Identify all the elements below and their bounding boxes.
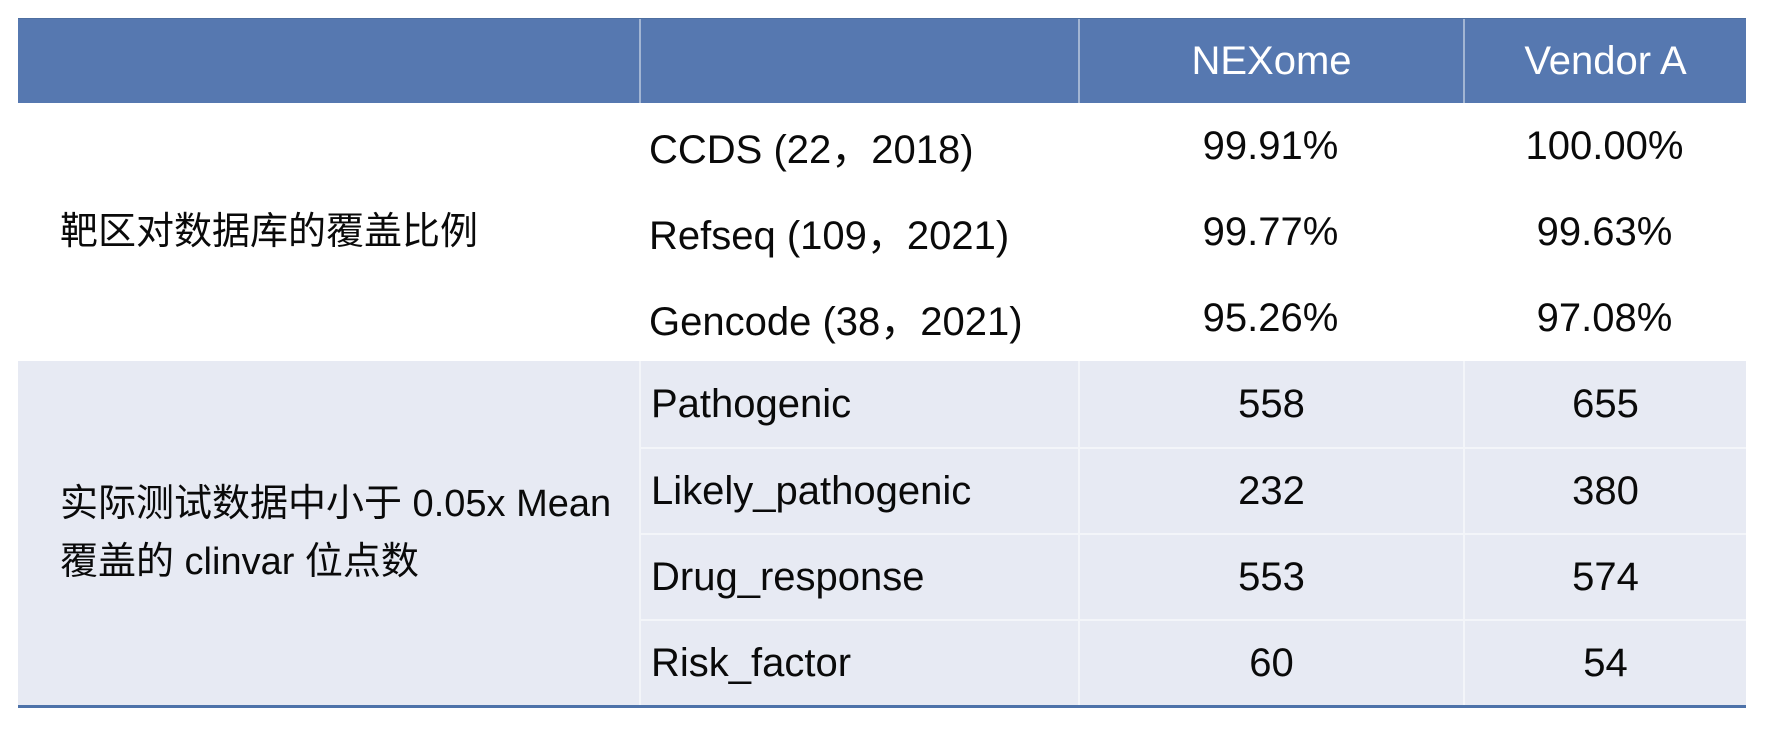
row-label-risk-factor: Risk_factor: [639, 619, 1078, 705]
comparison-table: NEXome Vendor A 靶区对数据库的覆盖比例 CCDS (22，201…: [18, 18, 1746, 708]
section-category-label: 靶区对数据库的覆盖比例: [18, 103, 639, 361]
nexome-value-pathogenic: 558: [1078, 361, 1463, 447]
section-category-label: 实际测试数据中小于 0.05x Mean 覆盖的 clinvar 位点数: [18, 361, 639, 705]
nexome-value-refseq: 99.77%: [1202, 209, 1339, 254]
header-cell-item: [639, 19, 1078, 103]
table-header-row: NEXome Vendor A: [18, 18, 1746, 103]
row-label-refseq: Refseq (109，2021): [649, 214, 1010, 258]
nexome-value-ccds: 99.91%: [1202, 123, 1339, 168]
header-cell-category: [18, 19, 639, 103]
vendor-a-value-refseq: 99.63%: [1536, 209, 1673, 254]
vendor-a-value-drug-response: 574: [1463, 533, 1746, 619]
row-label-ccds: CCDS (22，2018): [649, 128, 974, 172]
category-line-1: 实际测试数据中小于 0.05x Mean: [60, 483, 612, 525]
vendor-a-value-gencode: 97.08%: [1536, 295, 1673, 340]
table-bottom-border: [18, 705, 1746, 708]
row-label-pathogenic: Pathogenic: [639, 361, 1078, 447]
nexome-value-gencode: 95.26%: [1202, 295, 1339, 340]
vendor-a-value-likely-pathogenic: 380: [1463, 447, 1746, 533]
section-database-coverage: 靶区对数据库的覆盖比例 CCDS (22，2018) 99.91% 100.00…: [18, 103, 1746, 361]
nexome-value-likely-pathogenic: 232: [1078, 447, 1463, 533]
section-clinvar-sites: 实际测试数据中小于 0.05x Mean 覆盖的 clinvar 位点数 Pat…: [18, 361, 1746, 705]
header-cell-vendor-a: Vendor A: [1463, 19, 1746, 103]
row-label-likely-pathogenic: Likely_pathogenic: [639, 447, 1078, 533]
row-label-gencode: Gencode (38，2021): [649, 300, 1023, 344]
vendor-a-value-pathogenic: 655: [1463, 361, 1746, 447]
nexome-value-drug-response: 553: [1078, 533, 1463, 619]
vendor-a-value-ccds: 100.00%: [1525, 123, 1684, 168]
category-line: 靶区对数据库的覆盖比例: [60, 211, 479, 253]
header-cell-nexome: NEXome: [1078, 19, 1463, 103]
row-label-drug-response: Drug_response: [639, 533, 1078, 619]
vendor-a-value-risk-factor: 54: [1463, 619, 1746, 705]
nexome-value-risk-factor: 60: [1078, 619, 1463, 705]
category-line-2: 覆盖的 clinvar 位点数: [60, 541, 419, 583]
